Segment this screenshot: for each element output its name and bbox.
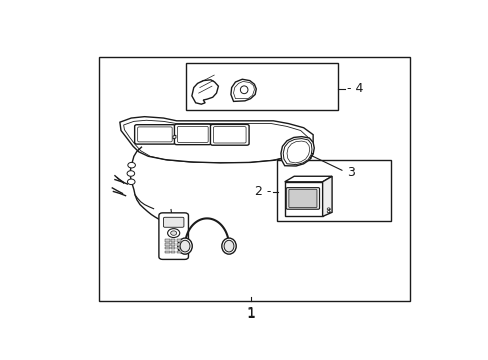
Circle shape — [127, 162, 135, 168]
Bar — [171, 239, 175, 242]
Ellipse shape — [224, 240, 233, 252]
Bar — [171, 243, 175, 246]
FancyBboxPatch shape — [285, 188, 319, 209]
Bar — [176, 251, 181, 253]
Polygon shape — [280, 136, 314, 166]
FancyBboxPatch shape — [174, 124, 211, 145]
Polygon shape — [283, 139, 311, 165]
FancyBboxPatch shape — [213, 127, 245, 143]
Circle shape — [326, 211, 329, 213]
Ellipse shape — [222, 238, 236, 254]
Text: 2 -: 2 - — [255, 185, 271, 198]
Polygon shape — [120, 117, 312, 163]
Circle shape — [127, 179, 135, 185]
Bar — [165, 251, 169, 253]
Ellipse shape — [240, 86, 247, 94]
Ellipse shape — [178, 238, 192, 254]
Polygon shape — [284, 176, 331, 182]
FancyBboxPatch shape — [138, 127, 172, 142]
Polygon shape — [230, 79, 256, 102]
Bar — [165, 247, 169, 249]
Bar — [165, 239, 169, 242]
FancyBboxPatch shape — [210, 125, 248, 145]
Bar — [171, 247, 175, 249]
Polygon shape — [322, 176, 331, 216]
FancyBboxPatch shape — [288, 189, 316, 208]
Polygon shape — [191, 80, 218, 104]
Bar — [99, 57, 409, 301]
Bar — [176, 239, 181, 242]
Bar — [165, 243, 169, 246]
FancyBboxPatch shape — [177, 126, 208, 143]
Text: 1: 1 — [245, 306, 255, 320]
Text: 3: 3 — [346, 166, 354, 179]
FancyBboxPatch shape — [134, 125, 175, 144]
Ellipse shape — [180, 240, 189, 252]
Bar — [186, 63, 337, 110]
Bar — [277, 159, 390, 221]
Polygon shape — [173, 135, 176, 139]
Circle shape — [326, 208, 329, 210]
Bar — [284, 182, 322, 216]
FancyBboxPatch shape — [159, 213, 188, 260]
Text: - 4: - 4 — [346, 82, 363, 95]
Bar — [171, 251, 175, 253]
Circle shape — [127, 171, 134, 176]
Bar — [176, 247, 181, 249]
Bar — [176, 243, 181, 246]
FancyBboxPatch shape — [163, 217, 183, 227]
Text: 1: 1 — [245, 307, 255, 321]
Circle shape — [170, 231, 176, 235]
Circle shape — [167, 229, 180, 238]
